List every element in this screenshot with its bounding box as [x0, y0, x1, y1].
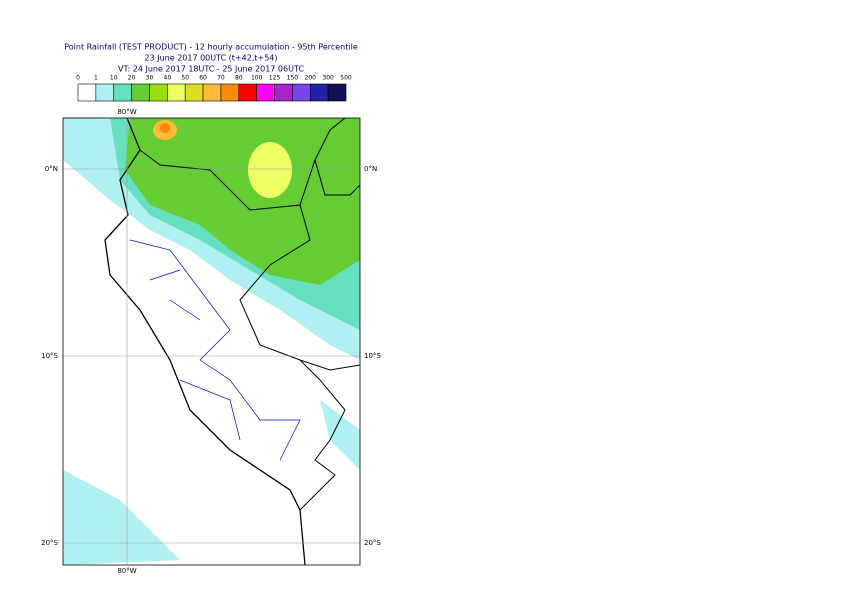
rain-light [320, 400, 360, 470]
legend: 0 1 10 20 30 40 50 60 70 80 100 125 150 200 300 500 [76, 75, 352, 102]
legend-label: 0 [76, 75, 80, 82]
map [63, 118, 360, 565]
legend-swatch [77, 83, 97, 102]
lon-label: 80°W [117, 567, 136, 575]
legend-swatch [274, 83, 293, 102]
title-line: Point Rainfall (TEST PRODUCT) - 12 hourl… [64, 43, 358, 52]
legend-label: 125 [269, 75, 281, 82]
legend-label: 80 [235, 75, 243, 82]
legend-label: 10 [110, 75, 118, 82]
legend-label: 500 [340, 75, 352, 82]
legend-swatch [292, 83, 311, 102]
rain-yellow [248, 142, 292, 198]
border [139, 118, 360, 511]
legend-label: 70 [217, 75, 225, 82]
legend-swatch [202, 83, 222, 102]
legend-label: 30 [146, 75, 154, 82]
legend-swatch [149, 83, 168, 102]
coastline [104, 118, 306, 565]
lat-label: 10°S [41, 352, 58, 360]
rain-light [63, 470, 180, 565]
legend-swatch [238, 83, 257, 102]
lon-label: 80°W [117, 108, 136, 116]
map-frame [62, 117, 361, 566]
lat-label: 20°S [41, 539, 58, 547]
legend-label: 40 [164, 75, 172, 82]
legend-label: 50 [181, 75, 189, 82]
rain-green [125, 118, 360, 285]
region-border [129, 239, 301, 461]
legend-swatch [327, 83, 347, 102]
legend-swatch [131, 83, 150, 102]
title-line: VT: 24 June 2017 18UTC - 25 June 2017 06… [118, 65, 304, 74]
legend-swatch [167, 83, 186, 102]
legend-swatch [184, 83, 204, 102]
legend-label: 150 [287, 75, 299, 82]
legend-label: 20 [128, 75, 136, 82]
legend-swatch [95, 83, 115, 102]
lat-label: 20°S [364, 539, 381, 547]
title-line: 23 June 2017 00UTC (t+42,t+54) [145, 54, 278, 63]
rain-orange-core [160, 123, 170, 133]
lat-label: 10°S [364, 352, 381, 360]
legend-label: 60 [199, 75, 207, 82]
legend-swatch [113, 83, 132, 102]
legend-swatch [309, 83, 329, 102]
legend-swatch [256, 83, 275, 102]
legend-label: 1 [94, 75, 98, 82]
legend-swatch [220, 83, 240, 102]
lat-label: 0°N [45, 165, 58, 173]
legend-label: 300 [322, 75, 334, 82]
legend-label: 200 [305, 75, 317, 82]
legend-label: 100 [251, 75, 263, 82]
lat-label: 0°N [364, 165, 377, 173]
